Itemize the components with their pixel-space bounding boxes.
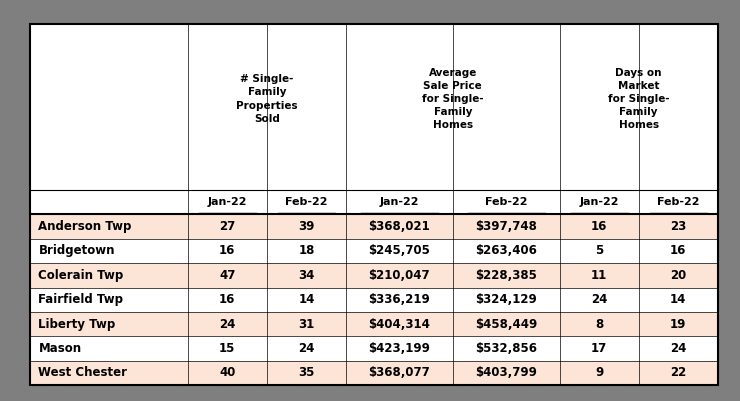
Text: 27: 27 <box>219 220 235 233</box>
Text: Feb-22: Feb-22 <box>657 197 699 207</box>
Text: Colerain Twp: Colerain Twp <box>38 269 124 282</box>
Bar <box>30 288 718 312</box>
Text: 14: 14 <box>298 293 314 306</box>
Text: 24: 24 <box>670 342 687 355</box>
Text: $404,314: $404,314 <box>369 318 431 330</box>
Text: # Single-
Family
Properties
Sold: # Single- Family Properties Sold <box>236 74 297 124</box>
Text: $368,021: $368,021 <box>369 220 430 233</box>
Text: 24: 24 <box>298 342 314 355</box>
Bar <box>30 239 718 263</box>
Text: Bridgetown: Bridgetown <box>38 245 115 257</box>
Text: 11: 11 <box>591 269 608 282</box>
Text: 31: 31 <box>298 318 314 330</box>
Text: $336,219: $336,219 <box>369 293 430 306</box>
Bar <box>30 263 718 288</box>
Text: West Chester: West Chester <box>38 366 127 379</box>
Text: 34: 34 <box>298 269 314 282</box>
Bar <box>30 360 718 385</box>
Text: 24: 24 <box>219 318 235 330</box>
Text: $532,856: $532,856 <box>475 342 537 355</box>
Text: 19: 19 <box>670 318 687 330</box>
Text: $423,199: $423,199 <box>369 342 431 355</box>
Text: Anderson Twp: Anderson Twp <box>38 220 132 233</box>
Text: 39: 39 <box>298 220 314 233</box>
Text: 23: 23 <box>670 220 687 233</box>
Text: 14: 14 <box>670 293 687 306</box>
Text: $228,385: $228,385 <box>475 269 537 282</box>
Text: 35: 35 <box>298 366 314 379</box>
Bar <box>30 336 718 360</box>
Text: $403,799: $403,799 <box>475 366 537 379</box>
Text: Fairfield Twp: Fairfield Twp <box>38 293 124 306</box>
Text: Mason: Mason <box>38 342 81 355</box>
Text: Feb-22: Feb-22 <box>485 197 528 207</box>
Bar <box>30 312 718 336</box>
Text: 5: 5 <box>595 245 603 257</box>
Bar <box>30 24 718 385</box>
Text: 20: 20 <box>670 269 687 282</box>
Text: 16: 16 <box>219 245 235 257</box>
Text: Liberty Twp: Liberty Twp <box>38 318 115 330</box>
Text: Feb-22: Feb-22 <box>285 197 328 207</box>
Text: $397,748: $397,748 <box>475 220 537 233</box>
Text: 16: 16 <box>670 245 687 257</box>
Text: 16: 16 <box>591 220 608 233</box>
Text: Average
Sale Price
for Single-
Family
Homes: Average Sale Price for Single- Family Ho… <box>422 68 484 130</box>
Bar <box>30 24 718 385</box>
Text: Jan-22: Jan-22 <box>579 197 619 207</box>
Text: Jan-22: Jan-22 <box>208 197 247 207</box>
Text: 47: 47 <box>219 269 235 282</box>
Text: 15: 15 <box>219 342 235 355</box>
Bar <box>30 215 718 239</box>
Text: Days on
Market
for Single-
Family
Homes: Days on Market for Single- Family Homes <box>608 68 670 130</box>
Text: 9: 9 <box>595 366 603 379</box>
Text: 40: 40 <box>219 366 235 379</box>
Text: $245,705: $245,705 <box>369 245 431 257</box>
Text: Jan-22: Jan-22 <box>380 197 419 207</box>
Text: 8: 8 <box>595 318 603 330</box>
Text: 24: 24 <box>591 293 608 306</box>
Text: 22: 22 <box>670 366 687 379</box>
Text: $324,129: $324,129 <box>475 293 537 306</box>
Text: $368,077: $368,077 <box>369 366 430 379</box>
Text: 16: 16 <box>219 293 235 306</box>
Text: $458,449: $458,449 <box>475 318 537 330</box>
Text: $263,406: $263,406 <box>475 245 537 257</box>
Text: 18: 18 <box>298 245 314 257</box>
Text: 17: 17 <box>591 342 608 355</box>
Text: $210,047: $210,047 <box>369 269 430 282</box>
